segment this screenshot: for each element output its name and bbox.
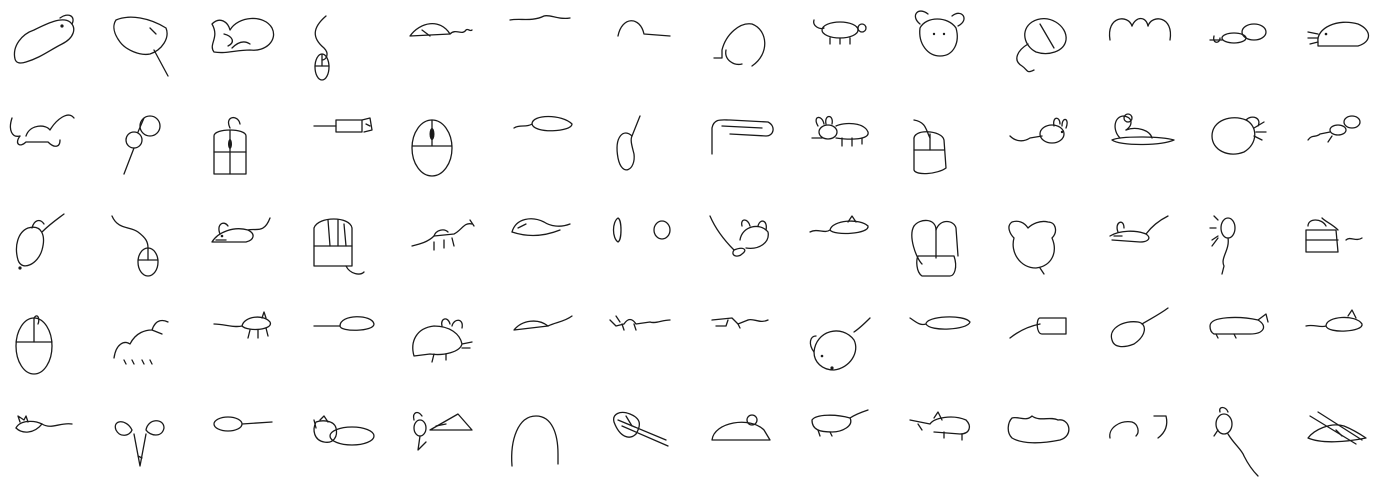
mouse-sketch bbox=[809, 215, 869, 235]
mouse-sketch bbox=[711, 414, 771, 441]
mouse-sketch bbox=[411, 119, 453, 177]
mouse-sketch bbox=[113, 16, 169, 77]
mouse-sketch bbox=[711, 119, 774, 155]
mouse-sketch bbox=[213, 311, 271, 339]
mouse-sketch bbox=[509, 14, 571, 21]
mouse-sketch bbox=[1209, 313, 1269, 339]
mouse-sketch bbox=[513, 115, 573, 132]
mouse-sketch bbox=[909, 411, 971, 441]
mouse-sketch bbox=[15, 315, 53, 375]
mouse-sketch bbox=[313, 218, 365, 275]
mouse-sketch bbox=[616, 115, 641, 171]
mouse-sketch bbox=[811, 115, 869, 147]
mouse-sketch bbox=[1016, 17, 1067, 73]
mouse-sketch bbox=[813, 19, 867, 45]
mouse-sketch bbox=[1307, 115, 1361, 143]
mouse-sketch bbox=[609, 315, 671, 331]
mouse-sketch bbox=[1305, 309, 1363, 332]
mouse-sketch bbox=[811, 409, 869, 437]
mouse-sketch bbox=[617, 20, 671, 37]
mouse-sketch bbox=[1007, 415, 1070, 444]
mouse-sketch bbox=[913, 119, 947, 175]
mouse-sketch bbox=[211, 217, 271, 243]
mouse-sketch bbox=[709, 215, 769, 257]
mouse-sketch bbox=[909, 316, 971, 330]
mouse-sketch bbox=[15, 213, 65, 270]
mouse-sketch bbox=[1009, 317, 1067, 339]
mouse-sketch bbox=[1111, 113, 1175, 146]
mouse-sketch bbox=[313, 415, 375, 446]
mouse-sketch bbox=[13, 14, 75, 64]
mouse-sketch bbox=[313, 316, 375, 331]
mouse-sketch bbox=[711, 317, 769, 329]
mouse-sketch bbox=[123, 115, 161, 175]
mouse-sketch bbox=[211, 17, 275, 54]
mouse-sketch bbox=[1307, 411, 1367, 445]
mouse-sketch bbox=[511, 218, 571, 237]
mouse-sketch bbox=[412, 318, 473, 363]
mouse-sketch bbox=[713, 23, 766, 67]
mouse-sketch bbox=[612, 217, 671, 243]
mouse-sketch bbox=[1305, 217, 1363, 253]
mouse-sketch bbox=[809, 317, 871, 371]
mouse-sketch bbox=[1211, 116, 1267, 155]
mouse-sketch bbox=[1110, 307, 1169, 348]
mouse-sketch bbox=[113, 319, 169, 365]
mouse-sketch bbox=[511, 415, 559, 467]
mouse-sketch bbox=[1209, 215, 1236, 275]
mouse-sketch bbox=[313, 117, 373, 133]
mouse-sketch bbox=[314, 15, 330, 81]
mouse-sketch bbox=[911, 219, 959, 277]
mouse-sketch bbox=[1109, 415, 1168, 439]
mouse-sketch bbox=[411, 219, 475, 251]
mouse-sketch bbox=[613, 411, 669, 447]
mouse-sketch bbox=[513, 315, 573, 331]
mouse-sketch bbox=[213, 416, 273, 432]
mouse-sketch bbox=[1209, 23, 1267, 44]
mouse-sketch bbox=[1009, 117, 1068, 144]
mouse-sketch bbox=[9, 114, 75, 147]
mouse-sketch bbox=[1307, 21, 1370, 47]
mouse-sketch bbox=[111, 215, 159, 277]
mouse-sketch bbox=[114, 420, 165, 467]
mouse-sketch bbox=[409, 23, 473, 37]
mouse-sketch bbox=[412, 411, 473, 451]
mouse-sketch bbox=[1008, 220, 1057, 275]
mouse-sketch bbox=[1109, 215, 1169, 243]
mouse-sketch bbox=[1213, 406, 1259, 477]
mouse-sketch bbox=[914, 10, 965, 57]
mouse-sketch bbox=[213, 117, 247, 175]
mouse-sketch bbox=[15, 415, 73, 433]
mouse-sketch bbox=[1108, 17, 1172, 41]
